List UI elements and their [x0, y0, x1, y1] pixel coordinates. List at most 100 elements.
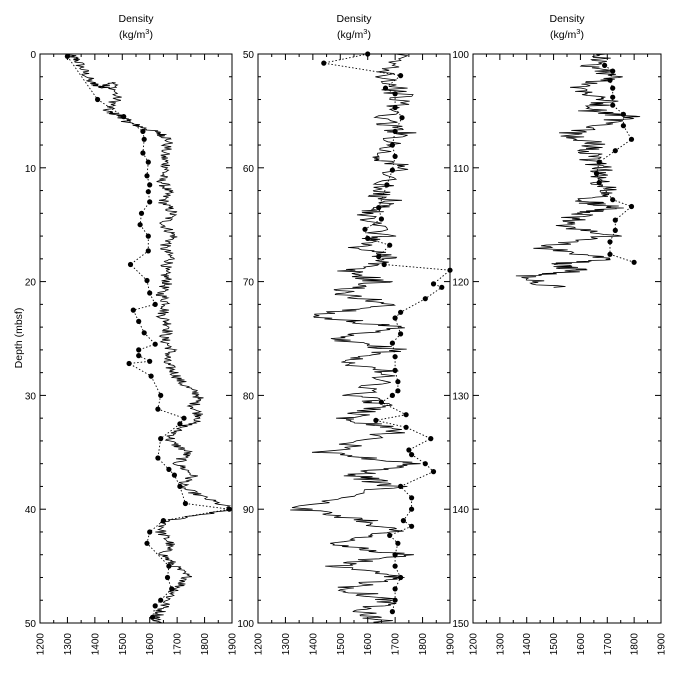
- panel-1-sample-point: [169, 586, 175, 592]
- panel-2-sample-point: [428, 436, 434, 442]
- panel-3-sample-point: [620, 123, 627, 129]
- panel-2-sample-point: [376, 205, 382, 211]
- panel-1-sample-point: [144, 277, 150, 284]
- panel-2-sample-point: [403, 424, 409, 430]
- panel-2-ytick-label: 100: [237, 619, 254, 630]
- panel-1-sample-point: [140, 128, 146, 134]
- panel-1-xtick-label: 1200: [36, 633, 47, 656]
- panel-3-ytick-label: 150: [452, 619, 469, 630]
- panel-2-sample-point: [392, 354, 398, 360]
- panel-1-sample-point: [158, 597, 164, 603]
- panel-1-ytick-label: 30: [25, 391, 37, 402]
- panel-3-ytick-label: 140: [452, 505, 469, 516]
- panel-2-sample-point: [400, 518, 406, 524]
- panel-1-sample-point: [126, 360, 132, 367]
- panel-2-xtick-label: 1900: [446, 633, 457, 656]
- panel-1-frame: [39, 53, 233, 624]
- panel-1-sample-point: [64, 53, 70, 59]
- panel-2-xtick-label: 1700: [391, 633, 402, 656]
- panel-1-xtick-label: 1800: [200, 633, 211, 656]
- panel-1-xtick-label: 1500: [118, 633, 129, 656]
- panel-1-sample-point: [182, 500, 188, 507]
- panel-2-sample-point: [392, 104, 398, 111]
- panel-1-ytick-label: 0: [30, 50, 36, 61]
- panel-2-ytick-label: 70: [243, 278, 255, 289]
- panel-2-xtick-label: 1500: [336, 633, 347, 656]
- panel-2-sample-point: [406, 447, 412, 453]
- panel-1-sample-point: [160, 518, 166, 524]
- panel-2-sample-point: [387, 532, 393, 539]
- panel-3-unit: (kg/m3): [550, 27, 584, 41]
- panel-1-sample-point: [181, 415, 187, 421]
- panel-3-xtick-label: 1800: [630, 633, 641, 656]
- panel-2-sample-point: [389, 142, 395, 148]
- panel-2-sample-point: [378, 399, 384, 405]
- panel-2-sample-point: [365, 51, 371, 57]
- panel-1-sample-point: [147, 290, 153, 296]
- panel-3-xtick-label: 1200: [469, 633, 480, 656]
- panel-2-sample-point: [392, 563, 398, 569]
- panel-2-ytick-label: 80: [243, 391, 255, 402]
- panel-2-sample-point: [422, 296, 428, 302]
- panel-1-sample-point: [95, 96, 101, 103]
- panel-1-sample-point: [152, 341, 158, 347]
- panel-1-title: Density: [118, 13, 154, 25]
- panel-2-sample-point: [398, 73, 404, 79]
- panel-2-xtick-label: 1200: [254, 633, 265, 656]
- panel-2-sample-point: [395, 540, 401, 546]
- panel-3-sample-point: [607, 251, 613, 257]
- panel-1-sample-point: [155, 455, 161, 461]
- panel-1-xtick-label: 1400: [90, 633, 101, 656]
- panel-3-sample-point: [628, 136, 635, 142]
- panel-2-sample-point: [395, 388, 401, 394]
- y-axis-label: Depth (mbsf): [13, 308, 25, 369]
- panel-3-xtick-label: 1600: [576, 633, 587, 656]
- panel-1-sample-point: [147, 199, 153, 205]
- panel-1-density-log-line: [66, 53, 233, 624]
- panel-1-sample-point: [137, 222, 143, 228]
- panel-2-sample-point: [409, 452, 415, 458]
- panel-1-ytick-label: 50: [25, 619, 37, 630]
- panel-1-sample-point: [226, 506, 232, 512]
- panel-3-sample-point: [631, 259, 637, 265]
- panel-3-ytick-label: 100: [452, 50, 469, 61]
- panel-2-sample-point: [381, 261, 387, 268]
- panel-1-sample-point: [136, 347, 142, 353]
- panel-3-sample-point: [610, 94, 616, 100]
- panel-3-xtick-label: 1300: [495, 633, 506, 656]
- panel-2-sample-point: [409, 495, 415, 501]
- panel-1-sample-point: [127, 261, 134, 268]
- panel-1-ytick-label: 20: [25, 278, 37, 289]
- panel-1-sample-point: [144, 540, 150, 546]
- panel-2-sample-point: [392, 128, 398, 134]
- panel-1-sample-point: [147, 358, 153, 364]
- panel-2-title: Density: [336, 13, 372, 25]
- panel-2-xtick-label: 1600: [363, 633, 374, 656]
- panel-1-sample-point: [145, 248, 151, 254]
- panel-2-sample-point: [392, 367, 398, 373]
- panel-1-sample-point: [121, 114, 127, 120]
- panel-3-sample-point: [593, 170, 600, 177]
- panel-1-sample-point: [166, 563, 172, 569]
- panel-3-sample-point: [607, 239, 613, 245]
- panel-1-ytick-label: 10: [25, 164, 37, 175]
- panel-3-sample-point: [610, 68, 616, 74]
- panel-1-sample-point: [136, 353, 142, 359]
- panel-2-sample-point: [387, 242, 393, 248]
- panel-1-sample-point: [147, 529, 153, 535]
- panel-2-sample-point: [439, 284, 445, 290]
- panel-2-sample-point: [384, 182, 390, 188]
- panel-2-sample-point: [430, 469, 437, 475]
- panel-1-sample-point: [158, 392, 164, 398]
- panel-2-sample-point: [395, 379, 401, 385]
- panel-1-unit: (kg/m3): [119, 27, 153, 41]
- panel-1-sample-point: [141, 330, 147, 336]
- panel-1-sample-point: [147, 182, 153, 188]
- panel-2-sample-point: [365, 235, 371, 241]
- panel-3-sample-point: [628, 203, 635, 210]
- panel-2-sample-point: [409, 506, 415, 512]
- panel-2-sample-point: [422, 461, 428, 467]
- panel-1-sample-point: [145, 159, 151, 165]
- panel-2-sample-point: [398, 331, 404, 337]
- panel-2-sample-point: [362, 226, 368, 232]
